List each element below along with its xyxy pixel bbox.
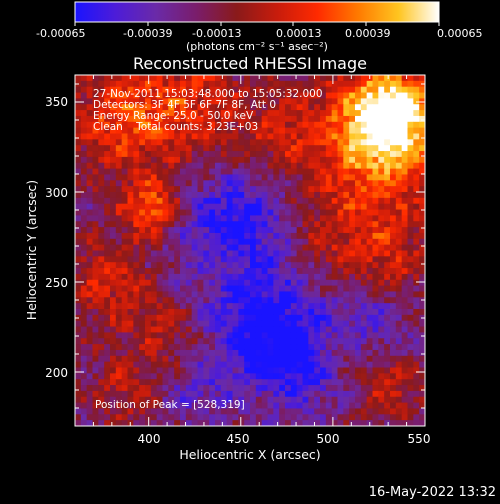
colorbar-tick-label-4: 0.00039	[345, 27, 391, 40]
x-axis-label: Heliocentric X (arcsec)	[179, 447, 320, 462]
chart-title: Reconstructed RHESSI Image	[133, 54, 367, 73]
colorbar-units: (photons cm⁻² s⁻¹ asec⁻²)	[186, 40, 328, 53]
y-tick-label-300: 300	[45, 186, 68, 200]
x-tick-label-450: 450	[227, 432, 250, 446]
info-clean-counts: Clean Total counts: 3.23E+03	[93, 121, 258, 133]
colorbar-gradient	[74, 1, 440, 23]
info-energy-range: Energy Range: 25.0 - 50.0 keV	[93, 110, 254, 122]
colorbar-tick-label-5: 0.00065	[437, 27, 483, 40]
timestamp: 16-May-2022 13:32	[369, 485, 496, 500]
y-tick-label-200: 200	[45, 366, 68, 380]
colorbar-ticks	[74, 22, 440, 26]
axis-ticks	[74, 75, 426, 427]
info-detectors: Detectors: 3F 4F 5F 6F 7F 8F, Att 0	[93, 99, 276, 111]
x-tick-label-500: 500	[317, 432, 340, 446]
plot-frame	[74, 74, 426, 427]
colorbar-tick-label-3: 0.00013	[276, 27, 322, 40]
colorbar-tick-label-2: -0.00013	[192, 27, 241, 40]
colorbar: -0.00065 -0.00039 -0.00013 0.00013 0.000…	[36, 1, 483, 53]
x-tick-label-550: 550	[408, 432, 431, 446]
colorbar-tick-label-0: -0.00065	[36, 27, 85, 40]
y-tick-label-250: 250	[45, 276, 68, 290]
info-overlay: 27-Nov-2011 15:03:48.000 to 15:05:32.000…	[93, 88, 323, 411]
peak-position: Position of Peak = [528,319]	[95, 399, 245, 411]
info-time-range: 27-Nov-2011 15:03:48.000 to 15:05:32.000	[93, 88, 323, 100]
colorbar-tick-label-1: -0.00039	[123, 27, 172, 40]
y-axis-label: Heliocentric Y (arcsec)	[24, 180, 39, 320]
y-tick-label-350: 350	[45, 95, 68, 109]
x-tick-label-400: 400	[138, 432, 161, 446]
